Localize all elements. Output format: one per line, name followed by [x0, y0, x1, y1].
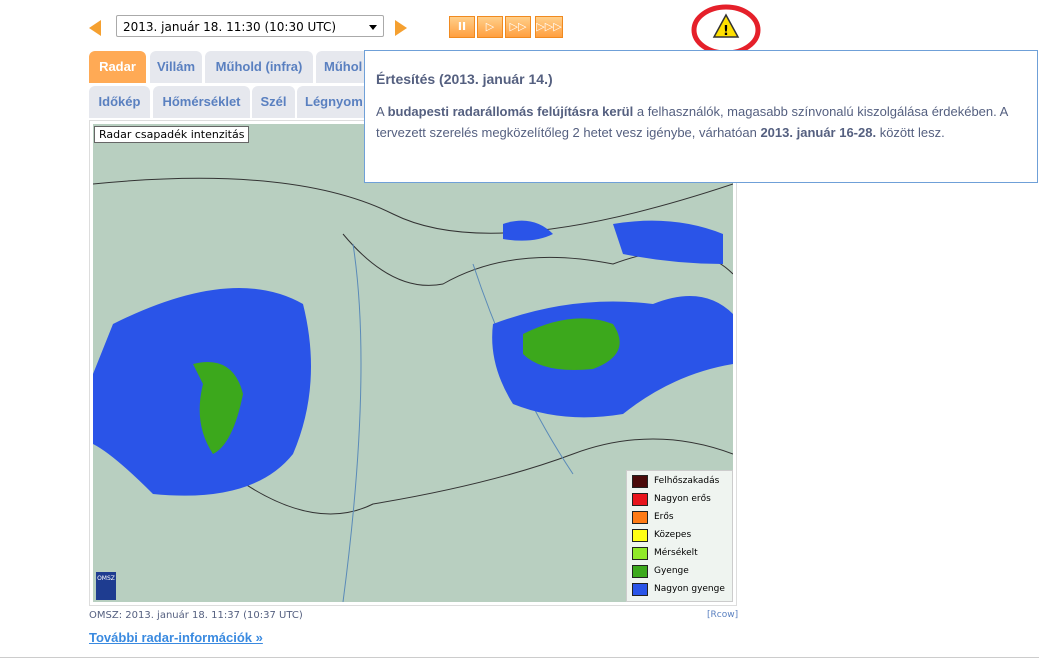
legend-swatch	[632, 492, 648, 506]
legend-item: Nagyon erős	[627, 490, 732, 508]
more-radar-info-link[interactable]: További radar-információk »	[89, 630, 263, 645]
chevron-down-icon	[369, 25, 377, 30]
credit-link[interactable]: [Rcow]	[707, 610, 739, 620]
radar-map[interactable]: OMSZ	[93, 124, 733, 602]
timestamp: OMSZ: 2013. január 18. 11:37 (10:37 UTC)	[89, 610, 303, 621]
warning-button[interactable]: !	[690, 3, 762, 57]
legend-item: Felhőszakadás	[627, 472, 732, 490]
legend-swatch	[632, 474, 648, 488]
tab-idokep[interactable]: Időkép	[89, 86, 150, 118]
legend-label: Gyenge	[654, 566, 689, 576]
legend-label: Nagyon gyenge	[654, 584, 725, 594]
divider	[0, 657, 1039, 658]
legend-item: Erős	[627, 508, 732, 526]
legend-label: Erős	[654, 512, 674, 522]
tab-radar[interactable]: Radar	[89, 51, 146, 83]
legend-item: Mérsékelt	[627, 544, 732, 562]
precip-area-west-light	[193, 362, 243, 454]
legend-item: Gyenge	[627, 562, 732, 580]
prev-button[interactable]	[89, 20, 101, 36]
popup-title: Értesítés (2013. január 14.)	[376, 71, 553, 87]
warning-icon: !	[712, 13, 740, 39]
notification-popup: Értesítés (2013. január 14.) A budapesti…	[364, 50, 1038, 183]
svg-text:OMSZ: OMSZ	[97, 575, 115, 582]
svg-text:!: !	[723, 24, 729, 39]
tab-villam[interactable]: Villám	[150, 51, 202, 83]
tab-szel[interactable]: Szél	[252, 86, 295, 118]
precip-area-east-light	[523, 318, 620, 370]
play-button[interactable]: ▷	[477, 16, 503, 38]
legend-label: Közepes	[654, 530, 692, 540]
legend-item: Közepes	[627, 526, 732, 544]
legend-swatch	[632, 564, 648, 578]
map-label: Radar csapadék intenzitás	[94, 126, 250, 143]
date-value: 2013. január 18. 11:30 (10:30 UTC)	[123, 20, 337, 34]
legend-swatch	[632, 510, 648, 524]
tab-legnyomas[interactable]: Légnyom	[297, 86, 377, 118]
tab-homerseklet[interactable]: Hőmérséklet	[153, 86, 250, 118]
legend-swatch	[632, 528, 648, 542]
next-button[interactable]	[395, 20, 407, 36]
legend-label: Mérsékelt	[654, 548, 698, 558]
tab-muhold-infra[interactable]: Műhold (infra)	[205, 51, 313, 83]
fast-play-button[interactable]: ▷▷	[505, 16, 531, 38]
popup-body: A budapesti radarállomás felújításra ker…	[376, 104, 1008, 140]
legend-swatch	[632, 582, 648, 596]
legend-label: Nagyon erős	[654, 494, 711, 504]
fastest-play-button[interactable]: ▷▷▷	[535, 16, 563, 38]
legend-label: Felhőszakadás	[654, 476, 720, 486]
omsz-logo: OMSZ	[96, 572, 116, 600]
pause-button[interactable]: II	[449, 16, 475, 38]
legend-swatch	[632, 546, 648, 560]
legend-item: Nagyon gyenge	[627, 580, 732, 598]
legend: Felhőszakadás Nagyon erős Erős Közepes Mérsé…	[626, 470, 733, 602]
radar-map-frame: OMSZ Radar csapadék intenzitás	[89, 120, 737, 606]
date-select[interactable]: 2013. január 18. 11:30 (10:30 UTC)	[116, 15, 384, 37]
